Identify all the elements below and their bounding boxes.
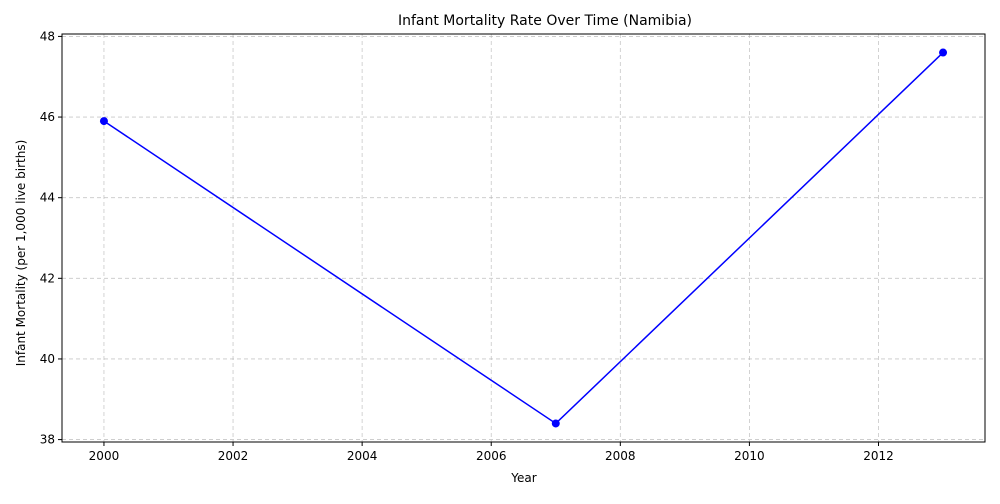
- series-layer: [99, 48, 948, 428]
- x-axis-label: Year: [510, 471, 536, 485]
- y-axis-label: Infant Mortality (per 1,000 live births): [14, 140, 28, 367]
- chart-title: Infant Mortality Rate Over Time (Namibia…: [398, 13, 692, 29]
- x-tick-label: 2008: [605, 449, 636, 463]
- x-tick-label: 2004: [347, 449, 378, 463]
- y-tick-label: 40: [40, 352, 55, 366]
- y-tick-label: 44: [40, 191, 55, 205]
- data-point: [551, 419, 560, 428]
- y-tick-label: 46: [40, 110, 55, 124]
- series-line: [103, 52, 944, 425]
- tick-marks: 2000 2002 2004 2006 2008 2010 2012 38 40 42 44 46 48: [40, 29, 894, 463]
- x-tick-label: 2012: [863, 449, 894, 463]
- grid: [62, 34, 985, 442]
- plot-frame: [61, 33, 986, 443]
- y-tick-label: 42: [40, 271, 55, 285]
- x-tick-label: 2010: [734, 449, 765, 463]
- y-tick-label: 48: [40, 29, 55, 43]
- x-tick-label: 2000: [89, 449, 120, 463]
- x-tick-label: 2006: [476, 449, 507, 463]
- data-point: [99, 117, 108, 126]
- data-point: [939, 48, 948, 57]
- y-tick-label: 38: [40, 433, 55, 447]
- x-tick-label: 2002: [218, 449, 249, 463]
